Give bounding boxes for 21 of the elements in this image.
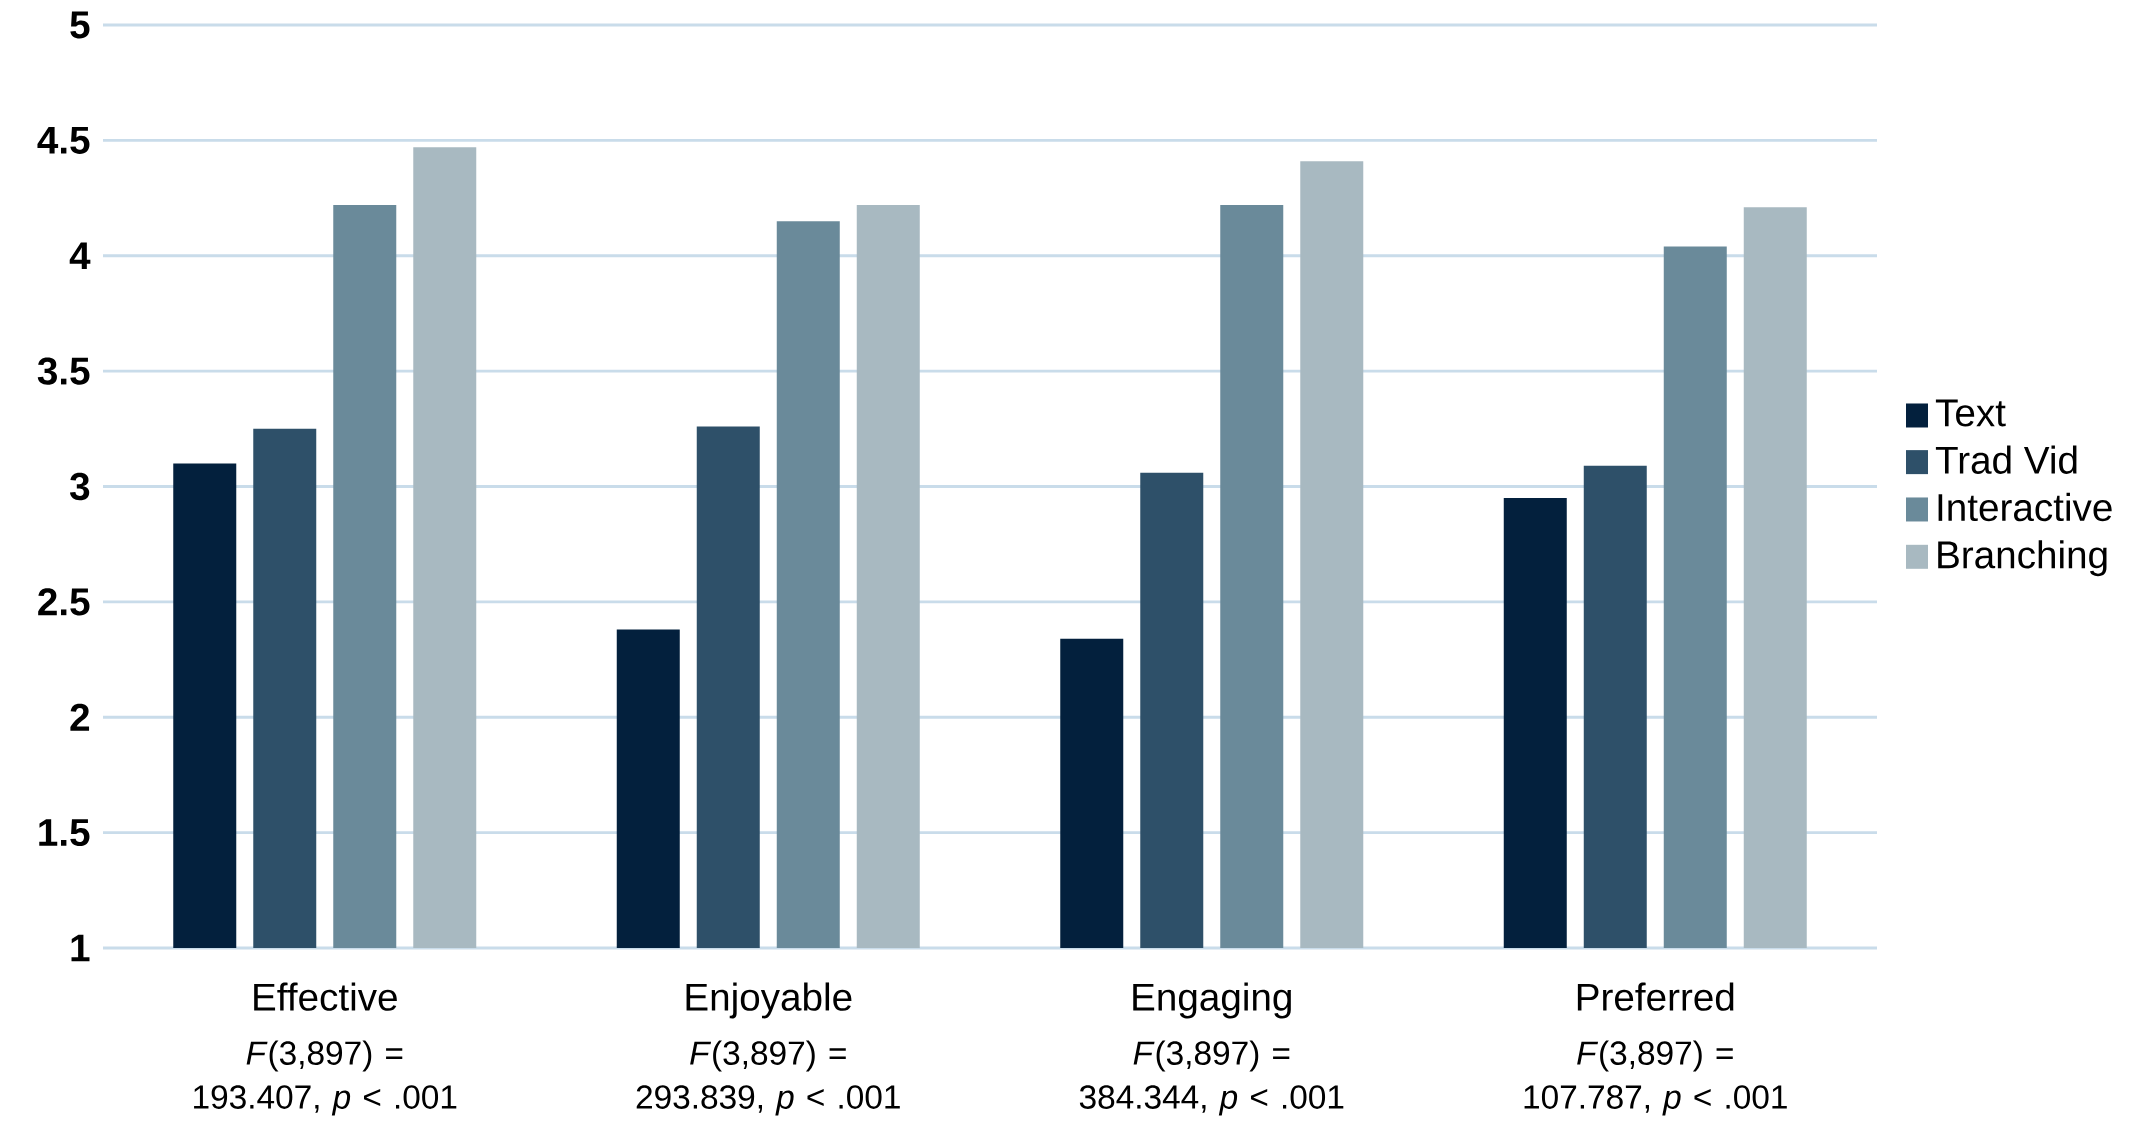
x-tick-label: Effective (254, 982, 397, 1011)
y-tick-label: 2 (70, 703, 90, 731)
y-tick-label: 4.5 (37, 126, 90, 154)
y-tick-label: 2.5 (38, 588, 90, 616)
x-tick-label: Enjoyable (686, 982, 852, 1019)
text: F(3,897) = 107.787, p < .001 (1524, 1040, 1787, 1116)
y-tick-label: 5 (70, 11, 90, 39)
text: F(3,897) = 293.839, p < .001 (636, 1040, 900, 1116)
y-tick-label: 3.5 (37, 357, 90, 385)
x-tick-label: Preferred (1577, 982, 1734, 1011)
text: F(3,897) = 193.407, p < .001 (194, 1040, 457, 1116)
legend-label: Trad Vid (1935, 445, 2077, 474)
y-tick-label: 1.5 (39, 819, 90, 847)
legend-label: Interactive (1938, 492, 2112, 522)
y-tick-label: 4 (69, 242, 91, 270)
x-tick-label: Engaging (1133, 982, 1291, 1019)
text: F(3,897) = 384.344, p < .001 (1079, 1040, 1344, 1116)
y-tick-label: 1 (71, 934, 90, 962)
y-tick-label: 3 (69, 472, 90, 501)
legend-label: Text (1935, 399, 2006, 427)
legend-label: Branching (1938, 540, 2107, 577)
